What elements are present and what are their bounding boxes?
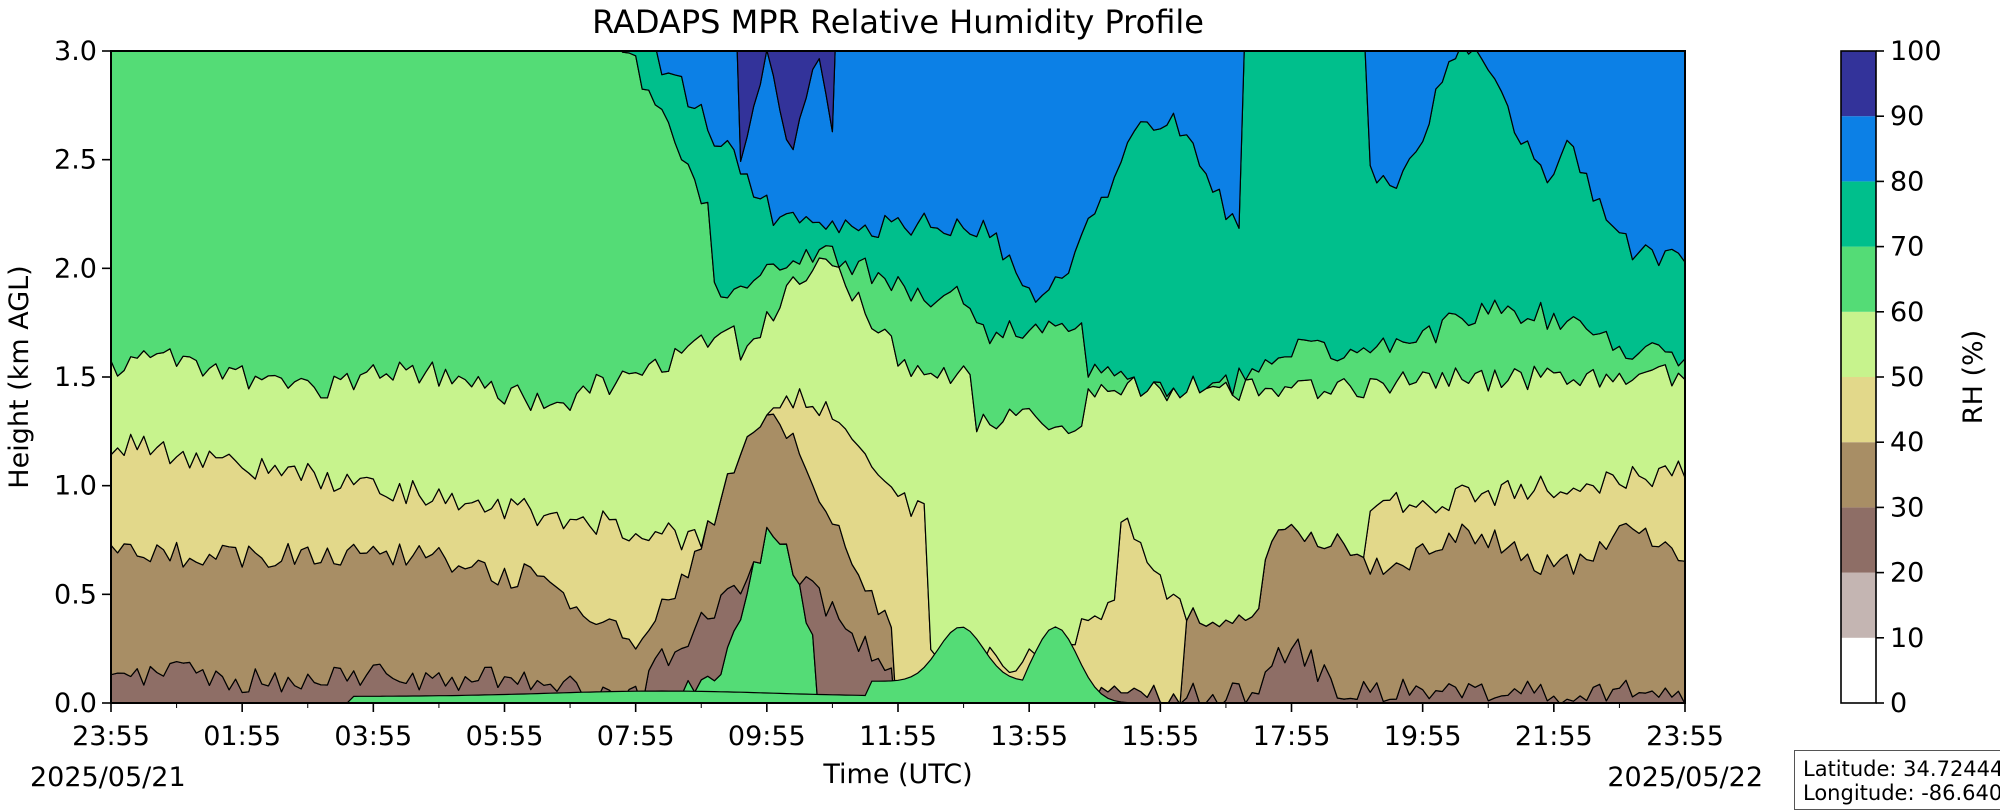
x-axis-ticks: 23:55 01:55 03:55 05:55 07:55 09:55 11:55 13:55… bbox=[72, 703, 1724, 752]
chart-title: RADAPS MPR Relative Humidity Profile bbox=[592, 3, 1204, 41]
colorbar-tick-label: 90 bbox=[1890, 101, 1924, 132]
x-tick-label: 09:55 bbox=[728, 721, 806, 752]
y-tick-label: 2.5 bbox=[54, 145, 97, 176]
rh-contour-band bbox=[736, 51, 836, 162]
y-tick-label: 0.0 bbox=[54, 688, 97, 719]
colorbar-tick-label: 60 bbox=[1890, 297, 1924, 328]
x-tick-label: 15:55 bbox=[1121, 721, 1199, 752]
station-info-box: Latitude: 34.72444 Longitude: -86.64000 bbox=[1794, 750, 2000, 810]
x-tick-label: 21:55 bbox=[1515, 721, 1593, 752]
y-tick-label: 2.0 bbox=[54, 253, 97, 284]
colorbar-tick-label: 20 bbox=[1890, 558, 1924, 589]
y-axis-label: Height (km AGL) bbox=[4, 265, 35, 488]
colorbar-tick-label: 0 bbox=[1890, 688, 1907, 719]
colorbar-label: RH (%) bbox=[1958, 330, 1989, 424]
x-tick-label: 03:55 bbox=[334, 721, 412, 752]
colorbar-segment bbox=[1841, 311, 1876, 377]
y-tick-label: 1.0 bbox=[54, 471, 97, 502]
colorbar-tick-label: 100 bbox=[1890, 36, 1942, 67]
colorbar-tick-label: 30 bbox=[1890, 492, 1924, 523]
x-tick-label: 05:55 bbox=[466, 721, 544, 752]
humidity-contour-field bbox=[111, 51, 1685, 703]
x-tick-label: 07:55 bbox=[597, 721, 675, 752]
y-axis-ticks: 0.0 0.5 1.0 1.5 2.0 2.5 3.0 bbox=[54, 36, 111, 719]
rh-contour-band bbox=[655, 51, 1685, 303]
x-tick-label: 23:55 bbox=[72, 721, 150, 752]
colorbar-segment bbox=[1841, 442, 1876, 508]
x-axis-label: Time (UTC) bbox=[822, 759, 972, 790]
start-date-label: 2025/05/21 bbox=[30, 762, 186, 793]
x-tick-label: 11:55 bbox=[859, 721, 937, 752]
colorbar-tick-label: 50 bbox=[1890, 362, 1924, 393]
longitude-text: Longitude: -86.64000 bbox=[1803, 781, 2000, 805]
rh-contour-band bbox=[111, 626, 1685, 703]
x-tick-label: 01:55 bbox=[203, 721, 281, 752]
colorbar-segment bbox=[1841, 507, 1876, 573]
x-tick-label: 19:55 bbox=[1384, 721, 1462, 752]
end-date-label: 2025/05/22 bbox=[1607, 762, 1763, 793]
colorbar-segment bbox=[1841, 116, 1876, 182]
colorbar-tick-label: 70 bbox=[1890, 232, 1924, 263]
latitude-text: Latitude: 34.72444 bbox=[1803, 757, 2000, 781]
y-tick-label: 1.5 bbox=[54, 362, 97, 393]
y-tick-label: 0.5 bbox=[54, 579, 97, 610]
colorbar-segment bbox=[1841, 572, 1876, 638]
colorbar-segment bbox=[1841, 181, 1876, 247]
colorbar-segment bbox=[1841, 246, 1876, 312]
colorbar-tick-label: 40 bbox=[1890, 427, 1924, 458]
colorbar-segment bbox=[1841, 377, 1876, 443]
rh-contour-band bbox=[680, 526, 819, 703]
colorbar-segment bbox=[1841, 51, 1876, 117]
rh-contour-band bbox=[621, 51, 1685, 399]
x-tick-label: 13:55 bbox=[990, 721, 1068, 752]
x-tick-label: 23:55 bbox=[1646, 721, 1724, 752]
y-tick-label: 3.0 bbox=[54, 36, 97, 67]
x-tick-label: 17:55 bbox=[1253, 721, 1331, 752]
colorbar: 0 10 20 30 40 50 60 70 80 90 100 bbox=[1840, 36, 1942, 719]
colorbar-tick-label: 80 bbox=[1890, 166, 1924, 197]
colorbar-tick-label: 10 bbox=[1890, 623, 1924, 654]
colorbar-segment bbox=[1841, 637, 1876, 703]
